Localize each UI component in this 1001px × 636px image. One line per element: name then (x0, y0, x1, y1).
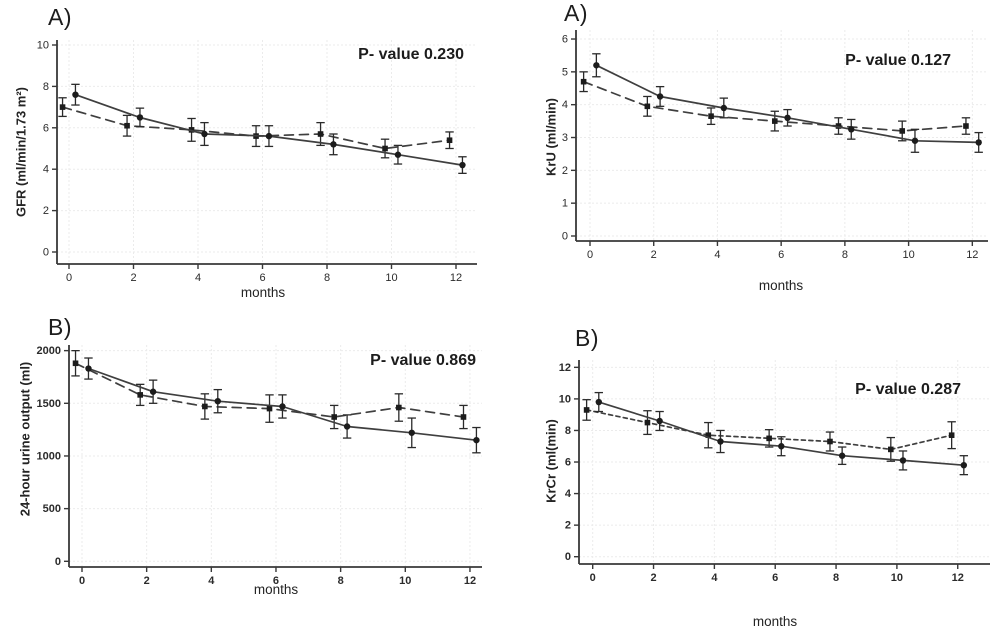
svg-text:2: 2 (651, 249, 657, 261)
panel-krcr: B) P- value 0.287 KrCr (ml(min) 0 2 4 6 8 10 1… (540, 318, 1001, 636)
svg-text:8: 8 (842, 249, 848, 261)
svg-text:0: 0 (43, 247, 49, 259)
svg-text:1000: 1000 (37, 450, 61, 462)
svg-text:12: 12 (559, 362, 571, 374)
svg-text:6: 6 (562, 34, 568, 46)
svg-text:4: 4 (562, 99, 568, 111)
x-axis-label: months (240, 285, 286, 300)
y-axis-label: 24-hour urine output (ml) (17, 361, 33, 517)
svg-text:6: 6 (772, 572, 778, 584)
panel-label: B) (48, 314, 72, 340)
svg-text:3: 3 (562, 132, 568, 144)
svg-text:500: 500 (43, 503, 61, 515)
x-axis-label: months (253, 582, 299, 597)
chart-canvas-urine-output: 0 500 1000 1500 2000 0 2 4 6 8 10 12 (37, 345, 482, 587)
svg-text:2: 2 (130, 272, 136, 284)
svg-text:5: 5 (562, 66, 568, 78)
svg-text:8: 8 (833, 572, 839, 584)
svg-text:4: 4 (714, 249, 720, 261)
svg-text:6: 6 (778, 249, 784, 261)
svg-text:4: 4 (43, 164, 49, 176)
svg-text:0: 0 (565, 551, 571, 563)
x-axis-label: months (758, 278, 804, 293)
p-value-annotation: P- value 0.287 (855, 381, 961, 398)
x-axis-label: months (752, 614, 798, 629)
svg-text:2: 2 (565, 520, 571, 532)
svg-text:0: 0 (55, 556, 61, 568)
panel-label: A) (564, 0, 588, 26)
svg-text:8: 8 (565, 425, 571, 437)
svg-text:2: 2 (43, 205, 49, 217)
svg-text:2: 2 (562, 165, 568, 177)
chart-canvas-gfr: 0 2 4 6 8 10 0 2 4 6 8 10 12 (37, 40, 477, 284)
svg-text:2: 2 (650, 572, 656, 584)
p-value-annotation: P- value 0.230 (358, 46, 464, 63)
y-axis-label: KrU (ml/min) (543, 98, 559, 176)
chart-canvas-krcr: 0 2 4 6 8 10 12 0 2 4 6 8 10 12 (559, 360, 990, 584)
svg-text:0: 0 (66, 272, 72, 284)
panel-label: B) (575, 325, 599, 351)
svg-text:8: 8 (338, 575, 344, 587)
svg-text:12: 12 (952, 572, 964, 584)
svg-text:6: 6 (565, 457, 571, 469)
svg-text:2000: 2000 (37, 345, 61, 357)
svg-text:10: 10 (385, 272, 397, 284)
svg-text:0: 0 (562, 231, 568, 243)
y-axis-label: GFR (ml/min/1.73 m²) (13, 86, 29, 218)
svg-text:4: 4 (195, 272, 201, 284)
svg-text:1500: 1500 (37, 398, 61, 410)
p-value-annotation: P- value 0.127 (845, 52, 951, 69)
svg-text:6: 6 (43, 122, 49, 134)
svg-text:10: 10 (891, 572, 903, 584)
svg-text:10: 10 (559, 393, 571, 405)
svg-text:12: 12 (464, 575, 476, 587)
panel-label: A) (48, 4, 72, 30)
svg-text:10: 10 (399, 575, 411, 587)
svg-text:2: 2 (144, 575, 150, 587)
svg-text:6: 6 (273, 575, 279, 587)
svg-text:0: 0 (79, 575, 85, 587)
svg-text:12: 12 (966, 249, 978, 261)
svg-text:0: 0 (590, 572, 596, 584)
panel-gfr: A) P- value 0.230 GFR (ml/min/1.73 m²) 0… (0, 0, 500, 316)
svg-text:12: 12 (450, 272, 462, 284)
panel-urine-output: B) P- value 0.869 24-hour urine output (… (0, 314, 500, 636)
y-axis-label: KrCr (ml(min) (543, 419, 559, 503)
svg-text:4: 4 (208, 575, 215, 587)
svg-text:4: 4 (711, 572, 718, 584)
p-value-annotation: P- value 0.869 (370, 352, 476, 369)
svg-text:10: 10 (902, 249, 914, 261)
svg-text:4: 4 (565, 488, 572, 500)
svg-text:10: 10 (37, 40, 49, 52)
svg-text:8: 8 (324, 272, 330, 284)
svg-text:6: 6 (259, 272, 265, 284)
svg-text:8: 8 (43, 81, 49, 93)
svg-text:0: 0 (587, 249, 593, 261)
svg-text:1: 1 (562, 198, 568, 210)
